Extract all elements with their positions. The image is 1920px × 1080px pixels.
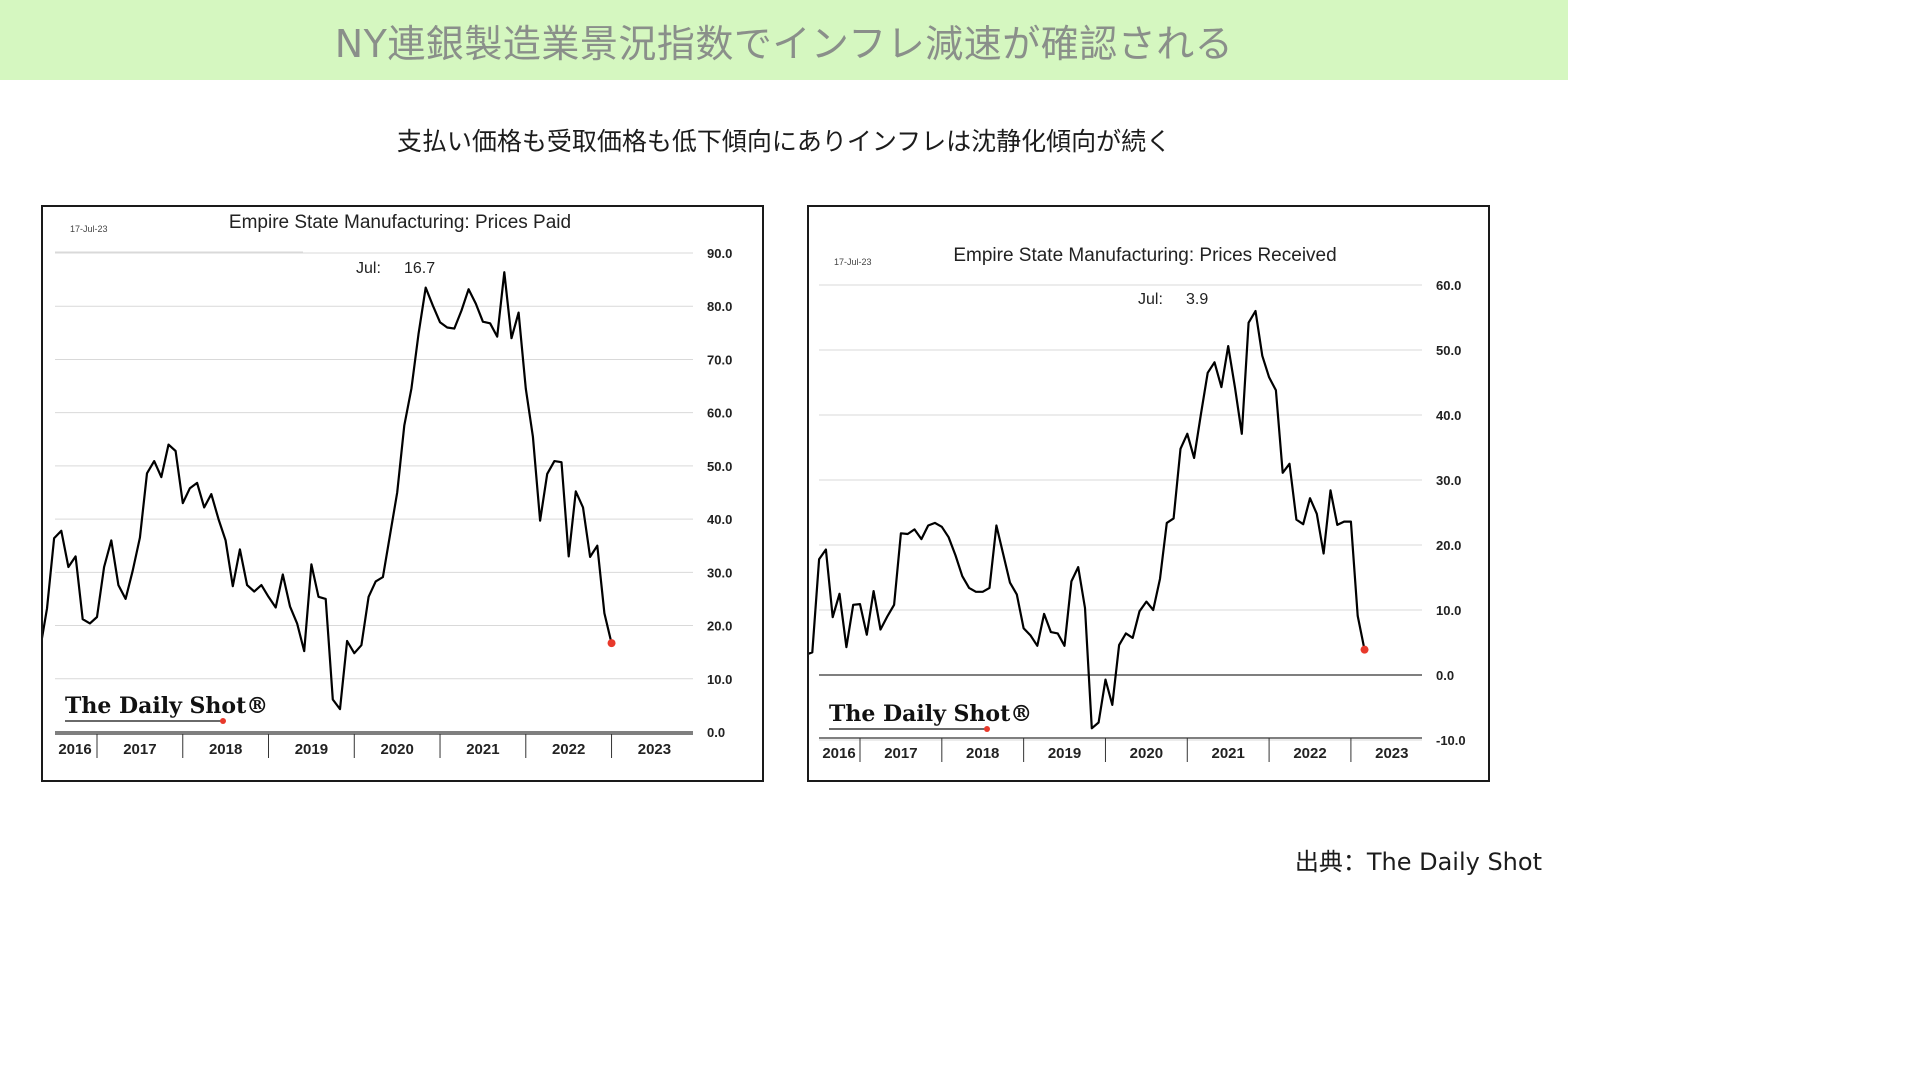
received-x-tick-label: 2023	[1375, 745, 1408, 762]
paid-date-label: 17-Jul-23	[70, 224, 108, 234]
paid-y-tick-label: 30.0	[707, 565, 732, 580]
received-logo-text: The Daily Shot®	[829, 701, 1032, 727]
received-y-tick-label: 50.0	[1436, 343, 1461, 358]
received-x-tick-label: 2017	[884, 745, 917, 762]
paid-annotation-label: Jul:	[356, 260, 381, 277]
received-y-tick-label: 10.0	[1436, 603, 1461, 618]
paid-logo-dot	[220, 718, 226, 724]
paid-y-tick-label: 20.0	[707, 619, 732, 634]
paid-x-tick-label: 2020	[380, 741, 413, 758]
received-title: Empire State Manufacturing: Prices Recei…	[953, 245, 1336, 266]
received-x-tick-label: 2016	[822, 745, 855, 762]
paid-x-tick-label: 2019	[295, 741, 328, 758]
received-date-label: 17-Jul-23	[834, 257, 872, 267]
chart-prices-received-svg: 17-Jul-23 Empire State Manufacturing: Pri…	[809, 245, 1466, 762]
received-y-tick-label: 60.0	[1436, 278, 1461, 293]
paid-y-tick-label: 10.0	[707, 672, 732, 687]
paid-y-tick-label: 40.0	[707, 512, 732, 527]
paid-x-tick-label: 2018	[209, 741, 242, 758]
received-annotation-label: Jul:	[1138, 291, 1163, 308]
received-series-line	[809, 309, 1366, 730]
title-banner: NY連銀製造業景況指数でインフレ減速が確認される	[0, 0, 1568, 80]
paid-x-tick-label: 2021	[466, 741, 499, 758]
page-title: NY連銀製造業景況指数でインフレ減速が確認される	[334, 21, 1234, 66]
received-x-tick-label: 2022	[1293, 745, 1326, 762]
chart-prices-paid: 17-Jul-23 Empire State Manufacturing: Pri…	[41, 205, 764, 782]
paid-x-tick-label: 2017	[123, 741, 156, 758]
received-y-tick-label: -10.0	[1436, 733, 1466, 748]
source-credit: 出典：The Daily Shot	[1294, 848, 1542, 876]
received-last-point	[1360, 645, 1369, 654]
received-y-tick-label: 0.0	[1436, 668, 1454, 683]
paid-y-tick-label: 90.0	[707, 246, 732, 261]
paid-series-line	[43, 271, 613, 711]
paid-y-tick-label: 0.0	[707, 725, 725, 740]
paid-y-tick-label: 80.0	[707, 299, 732, 314]
received-x-tick-label: 2018	[966, 745, 999, 762]
paid-logo: The Daily Shot®	[65, 693, 268, 724]
paid-x-tick-label: 2023	[638, 741, 671, 758]
received-y-tick-label: 20.0	[1436, 538, 1461, 553]
received-logo-dot	[984, 726, 990, 732]
received-x-tick-label: 2019	[1048, 745, 1081, 762]
paid-y-tick-label: 70.0	[707, 352, 732, 367]
paid-title: Empire State Manufacturing: Prices Paid	[229, 212, 571, 233]
received-annotation-value: 3.9	[1186, 291, 1208, 308]
received-y-tick-label: 30.0	[1436, 473, 1461, 488]
chart-prices-paid-svg: 17-Jul-23 Empire State Manufacturing: Pri…	[43, 212, 732, 758]
paid-x-tick-label: 2022	[552, 741, 585, 758]
received-logo: The Daily Shot®	[829, 701, 1032, 732]
chart-prices-received: 17-Jul-23 Empire State Manufacturing: Pri…	[807, 205, 1490, 782]
paid-y-tick-label: 60.0	[707, 406, 732, 421]
paid-logo-text: The Daily Shot®	[65, 693, 268, 719]
page-subtitle: 支払い価格も受取価格も低下傾向にありインフレは沈静化傾向が続く	[396, 127, 1172, 156]
paid-annotation-value: 16.7	[404, 260, 435, 277]
paid-y-tick-label: 50.0	[707, 459, 732, 474]
received-x-tick-label: 2021	[1211, 745, 1244, 762]
paid-x-tick-label: 2016	[58, 741, 91, 758]
received-x-tick-label: 2020	[1130, 745, 1163, 762]
paid-last-point	[607, 639, 616, 648]
received-y-tick-label: 40.0	[1436, 408, 1461, 423]
